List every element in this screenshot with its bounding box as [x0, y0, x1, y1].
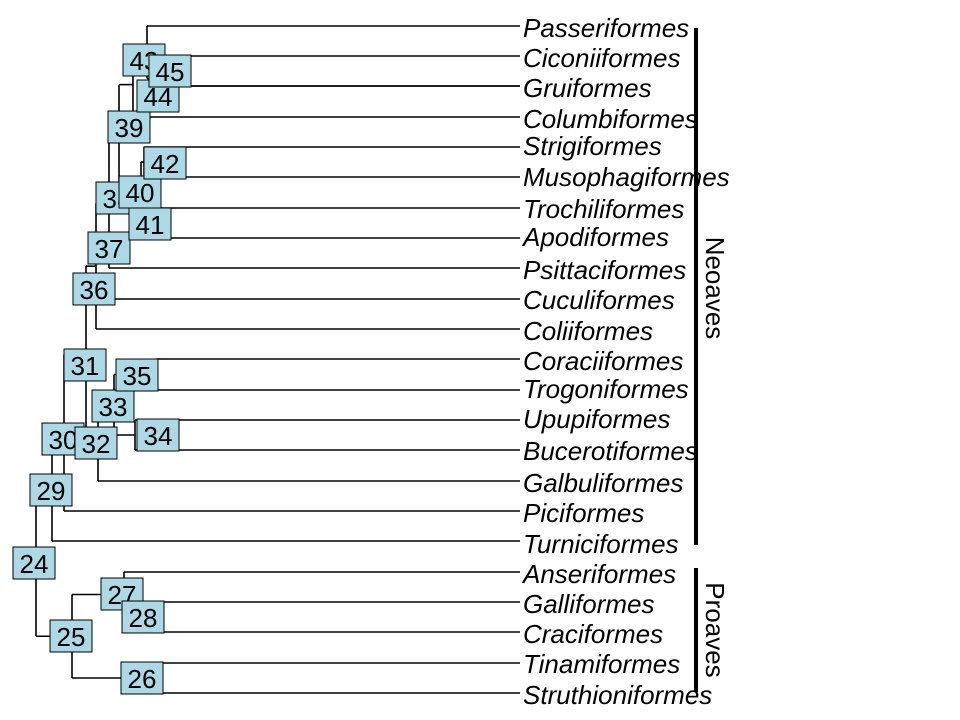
node-25: 25: [49, 619, 93, 653]
clade-label-proaves: Proaves: [700, 582, 730, 677]
tip-label-cuculiformes: Cuculiformes: [523, 285, 675, 315]
node-28: 28: [121, 600, 165, 634]
tip-label-craciformes: Craciformes: [523, 619, 663, 649]
svg-text:45: 45: [156, 57, 185, 87]
tip-label-galbuliformes: Galbuliformes: [523, 468, 683, 498]
svg-text:30: 30: [49, 425, 78, 455]
node-39: 39: [107, 110, 151, 144]
tip-label-trogoniformes: Trogoniformes: [523, 374, 689, 404]
tip-label-coliiformes: Coliiformes: [523, 316, 653, 346]
tip-label-columbiformes: Columbiformes: [523, 104, 698, 134]
svg-text:24: 24: [20, 549, 49, 579]
tip-label-anseriformes: Anseriformes: [521, 559, 676, 589]
svg-text:40: 40: [126, 178, 155, 208]
svg-text:28: 28: [129, 603, 158, 633]
node-32: 32: [74, 426, 118, 460]
tip-label-strigiformes: Strigiformes: [523, 131, 662, 161]
tip-label-apodiformes: Apodiformes: [521, 222, 669, 252]
node-36: 36: [72, 272, 116, 306]
svg-text:32: 32: [82, 429, 111, 459]
tip-label-upupiformes: Upupiformes: [523, 404, 670, 434]
node-31: 31: [63, 348, 107, 382]
tip-label-trochiliformes: Trochiliformes: [523, 194, 684, 224]
node-29: 29: [29, 473, 73, 507]
svg-text:42: 42: [151, 149, 180, 179]
svg-text:41: 41: [136, 210, 165, 240]
svg-text:33: 33: [99, 392, 128, 422]
node-40: 40: [118, 175, 162, 209]
clade-annotations: Neoaves Proaves: [694, 28, 730, 692]
node-35: 35: [115, 358, 159, 392]
tip-label-galliformes: Galliformes: [523, 589, 654, 619]
tip-label-musophagiformes: Musophagiformes: [523, 162, 730, 192]
tip-label-piciformes: Piciformes: [523, 498, 644, 528]
svg-text:36: 36: [80, 275, 109, 305]
node-41: 41: [128, 207, 172, 241]
tip-label-psittaciformes: Psittaciformes: [523, 255, 686, 285]
svg-text:29: 29: [37, 476, 66, 506]
tip-label-bucerotiformes: Bucerotiformes: [523, 436, 698, 466]
node-42: 42: [143, 146, 187, 180]
svg-text:31: 31: [71, 351, 100, 381]
svg-text:34: 34: [144, 421, 173, 451]
node-34: 34: [136, 418, 180, 452]
node-33: 33: [91, 389, 135, 423]
tip-label-coraciiformes: Coraciiformes: [523, 346, 683, 376]
node-24: 24: [12, 546, 56, 580]
svg-text:35: 35: [123, 361, 152, 391]
tip-labels: Passeriformes Ciconiiformes Gruiformes C…: [521, 13, 730, 710]
clade-label-neoaves: Neoaves: [700, 237, 730, 340]
node-37: 37: [87, 231, 131, 265]
svg-text:26: 26: [128, 664, 157, 694]
svg-text:37: 37: [95, 234, 124, 264]
node-45: 45: [148, 54, 192, 88]
tip-label-passeriformes: Passeriformes: [523, 13, 689, 43]
tip-label-turniciformes: Turniciformes: [523, 529, 679, 559]
node-26: 26: [120, 661, 164, 695]
tip-label-ciconiiformes: Ciconiiformes: [523, 43, 681, 73]
node-labels: 24 25 26 27 28 29 30 31 32 33 34 35 36 3…: [12, 43, 192, 695]
tip-label-struthioniformes: Struthioniformes: [523, 680, 712, 710]
tip-label-gruiformes: Gruiformes: [523, 73, 652, 103]
svg-text:25: 25: [57, 622, 86, 652]
tip-label-tinamiformes: Tinamiformes: [523, 649, 680, 679]
svg-text:39: 39: [115, 113, 144, 143]
